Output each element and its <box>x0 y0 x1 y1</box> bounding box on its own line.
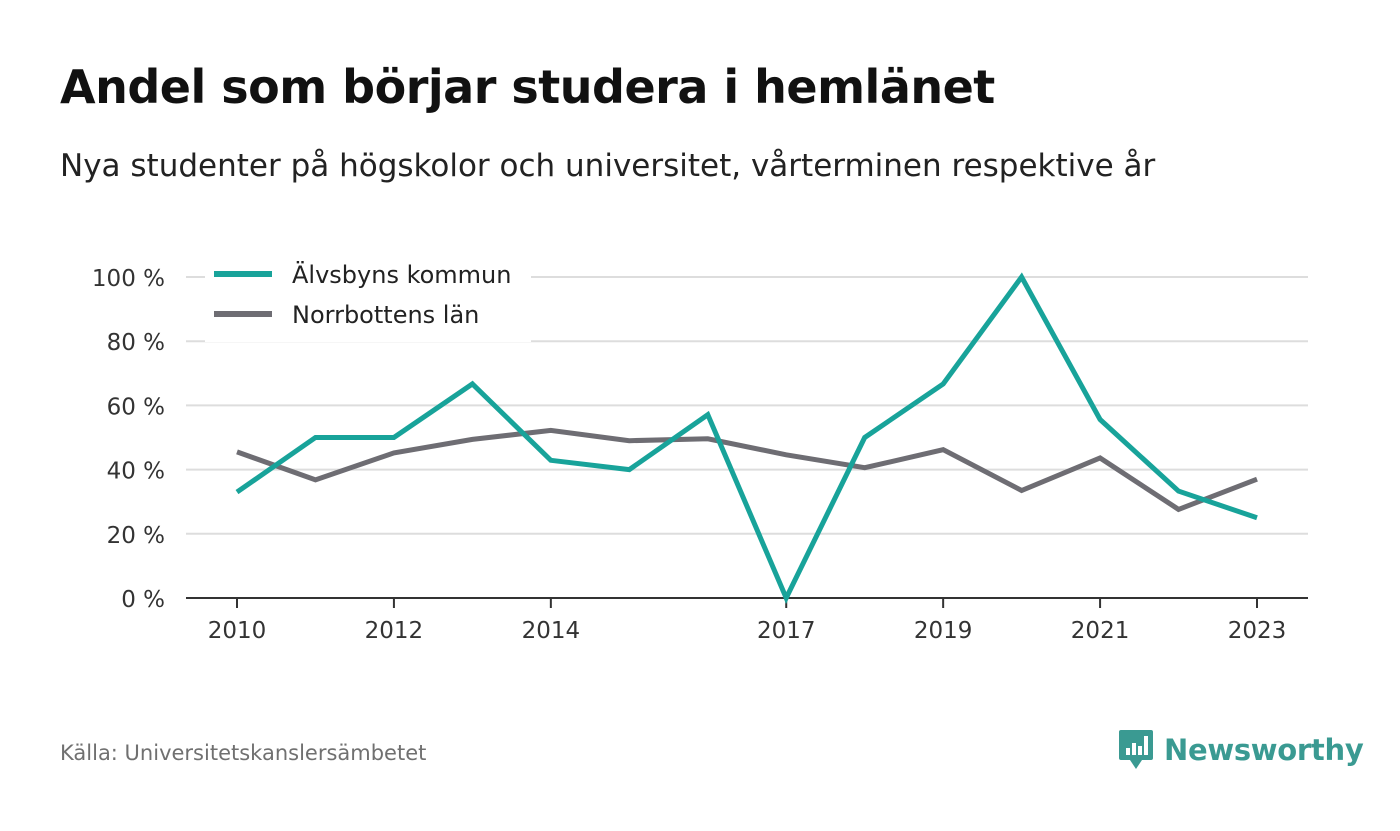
x-tick-label: 2021 <box>1071 618 1130 644</box>
newsworthy-logo-icon <box>1119 730 1153 769</box>
y-tick-label: 100 % <box>92 266 165 292</box>
axes: 0 % 20 % 40 % 60 % 80 % 100 % 2010 2012 2014 2017… <box>92 266 1308 644</box>
legend-background <box>205 252 531 342</box>
series-line-norrbotten <box>236 427 1258 513</box>
brand-logo[interactable]: Newsworthy <box>1118 728 1364 772</box>
y-tick-label: 20 % <box>107 523 165 549</box>
x-tick-label: 2014 <box>522 618 581 644</box>
legend-label: Norrbottens län <box>292 301 479 329</box>
series-line-alvsbyn <box>235 272 1258 605</box>
x-tick-label: 2023 <box>1228 618 1287 644</box>
x-tick-label: 2019 <box>914 618 973 644</box>
brand-name: Newsworthy <box>1164 733 1364 767</box>
x-tick-label: 2017 <box>757 618 816 644</box>
y-tick-label: 80 % <box>107 330 165 356</box>
y-tick-label: 0 % <box>121 587 165 613</box>
series-lines <box>235 272 1258 605</box>
x-tick-label: 2012 <box>365 618 424 644</box>
source-note: Källa: Universitetskanslersämbetet <box>60 741 427 765</box>
y-tick-label: 40 % <box>107 459 165 485</box>
chart-title: Andel som börjar studera i hemlänet <box>60 60 995 114</box>
y-tick-label: 60 % <box>107 394 165 420</box>
chart-subtitle: Nya studenter på högskolor och universit… <box>60 148 1156 184</box>
legend-label: Älvsbyns kommun <box>292 260 511 289</box>
legend: Älvsbyns kommun Norrbottens län <box>205 252 531 342</box>
line-chart: 0 % 20 % 40 % 60 % 80 % 100 % 2010 2012 2014 2017… <box>91 252 1308 644</box>
x-tick-label: 2010 <box>208 618 267 644</box>
